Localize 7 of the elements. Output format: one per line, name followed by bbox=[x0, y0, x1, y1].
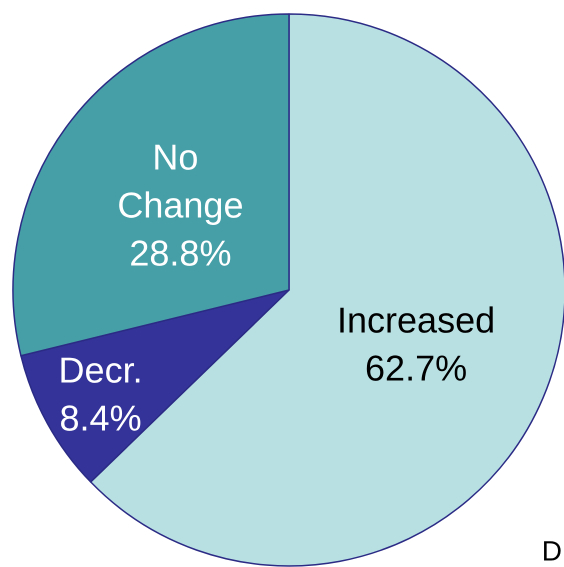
data-label: 62.7% bbox=[365, 347, 468, 388]
slice-label: Decr. bbox=[58, 350, 143, 391]
data-label: 8.4% bbox=[60, 398, 142, 439]
text: D bbox=[542, 536, 562, 566]
slice-label: No Change bbox=[117, 136, 244, 226]
data-label: 28.8% bbox=[129, 232, 232, 274]
slice-label: Increased bbox=[337, 299, 496, 340]
